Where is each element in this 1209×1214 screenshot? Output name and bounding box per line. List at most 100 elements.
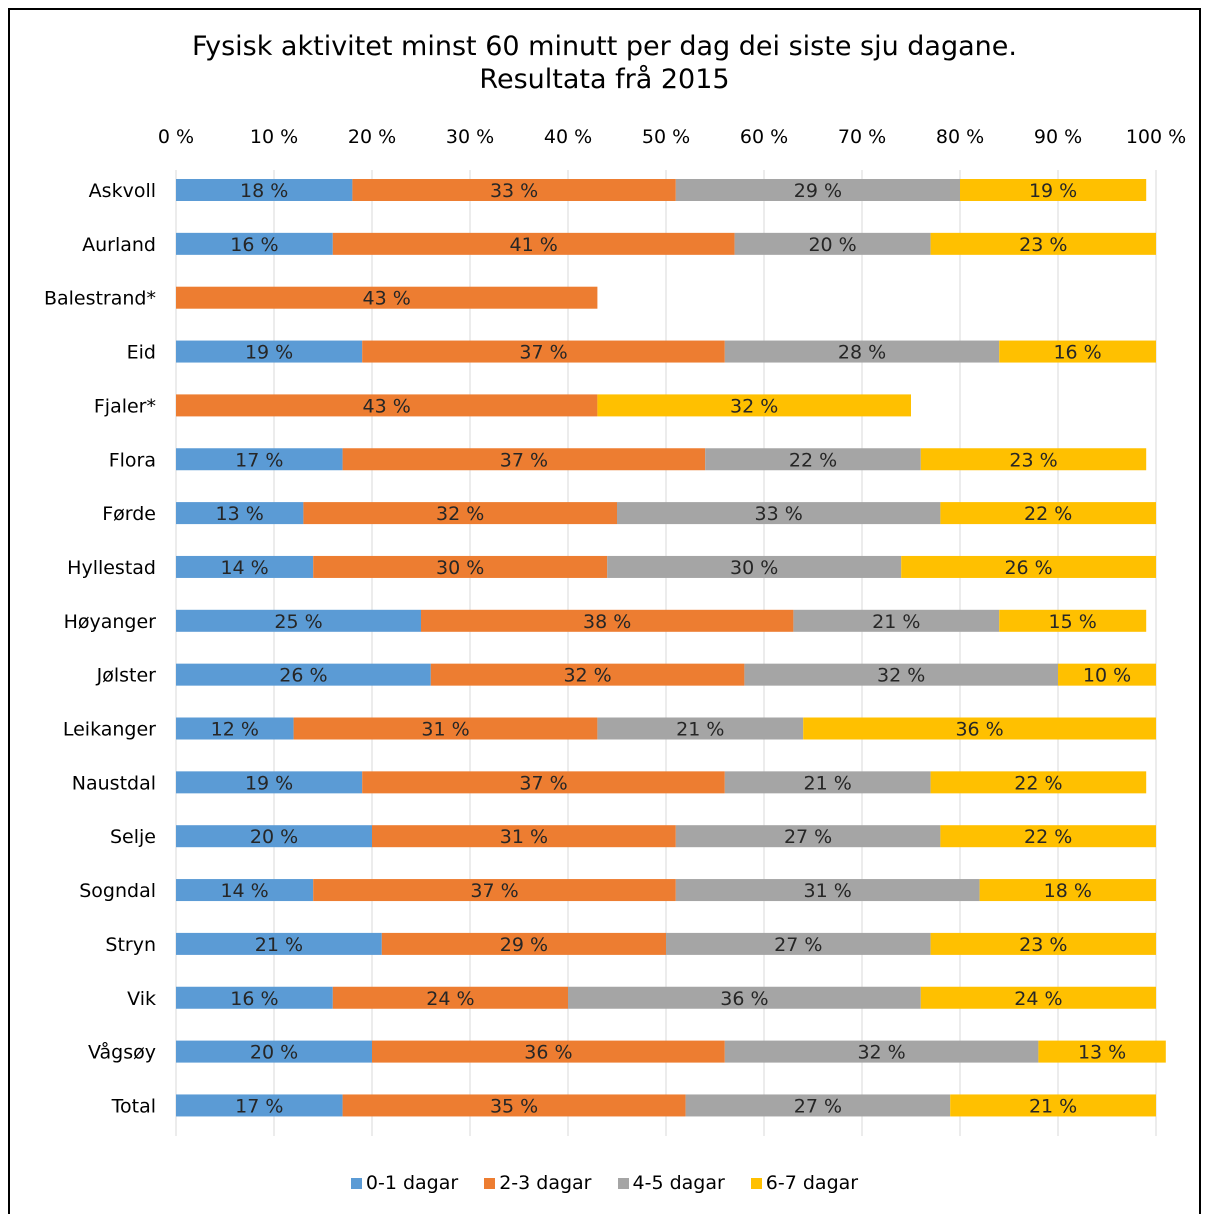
bar-0-1-dagar	[176, 717, 294, 740]
bar-2-3-dagar	[372, 1040, 725, 1063]
data-label: 32 %	[857, 1042, 905, 1064]
bar-6-7-dagar	[920, 448, 1147, 471]
bar-6-7-dagar	[901, 555, 1156, 578]
category-label: Stryn	[105, 934, 156, 956]
data-label: 37 %	[519, 342, 567, 364]
bar-4-5-dagar	[617, 502, 941, 525]
data-label: 22 %	[1014, 772, 1062, 794]
bar-2-3-dagar	[362, 771, 725, 794]
data-label: 37 %	[519, 772, 567, 794]
x-tick-label: 40 %	[544, 126, 592, 148]
data-label: 26 %	[279, 665, 327, 687]
data-label: 22 %	[1024, 503, 1072, 525]
data-label: 20 %	[250, 826, 298, 848]
bar-4-5-dagar	[744, 663, 1058, 686]
bar-4-5-dagar	[724, 1040, 1039, 1063]
data-label: 27 %	[774, 934, 822, 956]
data-label: 17 %	[235, 449, 283, 471]
data-label: 33 %	[755, 503, 803, 525]
data-label: 38 %	[583, 611, 631, 633]
x-tick-label: 10 %	[250, 126, 298, 148]
bar-6-7-dagar	[930, 771, 1147, 794]
data-label: 16 %	[230, 234, 278, 256]
data-label: 29 %	[794, 180, 842, 202]
category-label: Eid	[127, 342, 156, 364]
category-label: Askvoll	[89, 180, 156, 202]
data-label: 13 %	[216, 503, 264, 525]
data-label: 21 %	[676, 719, 724, 741]
category-label: Førde	[102, 503, 156, 525]
category-label: Vik	[127, 988, 156, 1010]
data-label: 26 %	[1004, 557, 1052, 579]
x-tick-label: 30 %	[446, 126, 494, 148]
category-label: Fjaler*	[94, 395, 156, 417]
bar-2-3-dagar	[176, 394, 598, 417]
bar-4-5-dagar	[675, 879, 980, 902]
x-tick-label: 80 %	[936, 126, 984, 148]
x-tick-label: 70 %	[838, 126, 886, 148]
bar-0-1-dagar	[176, 1094, 343, 1117]
bar-2-3-dagar	[430, 663, 745, 686]
category-label: Total	[111, 1095, 156, 1117]
legend-swatch-0-1-dagar	[350, 1177, 362, 1189]
x-tick-label: 100 %	[1126, 126, 1186, 148]
legend-label-2-3-dagar: 2-3 dagar	[499, 1172, 592, 1194]
legend-item-4-5-dagar: 4-5 dagar	[617, 1172, 725, 1194]
category-label: Flora	[109, 449, 156, 471]
data-label: 32 %	[436, 503, 484, 525]
bar-6-7-dagar	[950, 1094, 1156, 1117]
bar-2-3-dagar	[332, 232, 735, 255]
bar-0-1-dagar	[176, 771, 363, 794]
category-label: Selje	[110, 826, 156, 848]
data-label: 25 %	[274, 611, 322, 633]
data-label: 12 %	[211, 719, 259, 741]
bar-6-7-dagar	[940, 502, 1156, 525]
chart-title: Fysisk aktivitet minst 60 minutt per dag…	[0, 30, 1209, 96]
chart-title-line-2: Resultata frå 2015	[479, 64, 730, 95]
data-label: 32 %	[877, 665, 925, 687]
data-label: 29 %	[500, 934, 548, 956]
bar-2-3-dagar	[176, 286, 598, 309]
data-label: 21 %	[804, 772, 852, 794]
bar-2-3-dagar	[313, 555, 608, 578]
bar-4-5-dagar	[793, 609, 1000, 632]
data-label: 24 %	[426, 988, 474, 1010]
bar-2-3-dagar	[332, 986, 568, 1009]
category-label: Hyllestad	[67, 557, 156, 579]
data-label: 21 %	[1029, 1095, 1077, 1117]
bar-4-5-dagar	[568, 986, 921, 1009]
bar-0-1-dagar	[176, 340, 363, 363]
data-label: 23 %	[1009, 449, 1057, 471]
data-label: 18 %	[240, 180, 288, 202]
category-label: Jølster	[96, 665, 157, 687]
bar-2-3-dagar	[362, 340, 725, 363]
bar-0-1-dagar	[176, 609, 421, 632]
data-label: 27 %	[784, 826, 832, 848]
data-label: 10 %	[1083, 665, 1131, 687]
x-tick-label: 90 %	[1034, 126, 1082, 148]
bar-2-3-dagar	[352, 179, 676, 201]
bar-6-7-dagar	[999, 609, 1147, 632]
data-label: 43 %	[363, 395, 411, 417]
data-label: 30 %	[436, 557, 484, 579]
data-label: 22 %	[1024, 826, 1072, 848]
bar-2-3-dagar	[421, 609, 794, 632]
bar-6-7-dagar	[999, 340, 1156, 363]
data-label: 31 %	[421, 719, 469, 741]
bar-4-5-dagar	[607, 555, 902, 578]
bar-6-7-dagar	[930, 932, 1156, 955]
data-label: 32 %	[563, 665, 611, 687]
data-label: 23 %	[1019, 934, 1067, 956]
data-label: 15 %	[1049, 611, 1097, 633]
data-label: 19 %	[245, 342, 293, 364]
data-label: 37 %	[470, 880, 518, 902]
legend-item-2-3-dagar: 2-3 dagar	[484, 1172, 592, 1194]
data-label: 32 %	[730, 395, 778, 417]
bar-4-5-dagar	[734, 232, 931, 255]
data-label: 18 %	[1044, 880, 1092, 902]
legend-item-0-1-dagar: 0-1 dagar	[350, 1172, 458, 1194]
bar-6-7-dagar	[930, 232, 1156, 255]
bar-2-3-dagar	[342, 448, 706, 471]
data-label: 37 %	[500, 449, 548, 471]
data-label: 28 %	[838, 342, 886, 364]
